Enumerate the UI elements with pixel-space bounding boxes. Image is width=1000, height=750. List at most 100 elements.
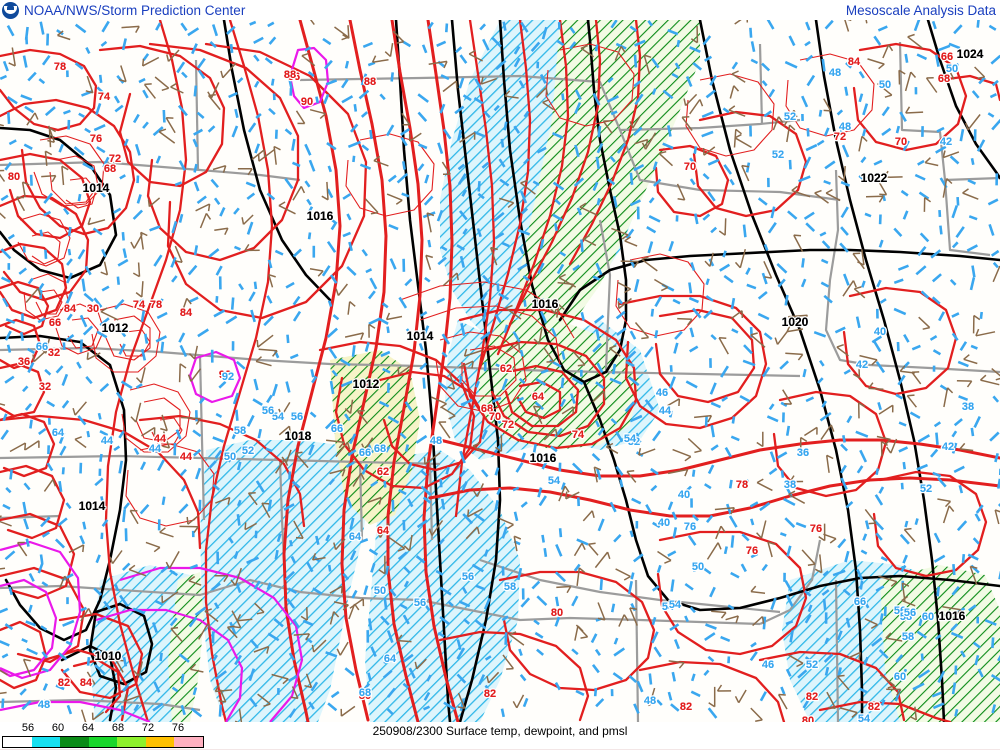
dewpoint-dash: [595, 156, 600, 170]
wind-barb: [290, 686, 299, 700]
dewpoint-contour-label: 54: [272, 411, 285, 423]
dewpoint-dash: [232, 392, 240, 405]
dewpoint-dash: [859, 449, 868, 463]
state-line-18: [759, 539, 822, 625]
dewpoint-dash: [979, 311, 983, 319]
dewpoint-dash: [590, 633, 598, 644]
page-footer: 56 60 64 68 72 76 250908/2300 Surface temp, d…: [0, 722, 1000, 750]
wind-barb: [180, 297, 192, 316]
wind-barb: [942, 177, 953, 198]
dewpoint-dash: [264, 57, 273, 65]
dewpoint-dash: [724, 446, 733, 458]
dewpoint-dash: [595, 328, 601, 341]
wind-barb: [641, 132, 657, 150]
dewpoint-dash: [931, 20, 937, 30]
dewpoint-dash: [719, 263, 731, 272]
map-canvas[interactable]: 1014101410161016101210121016101610201020…: [0, 20, 1000, 722]
dewpoint-dash: [745, 162, 751, 173]
wind-barb: [629, 115, 641, 129]
temperature-contour-label: 68: [938, 73, 950, 85]
dewpoint-dash: [441, 333, 451, 345]
temperature-contour-label: 32: [48, 347, 60, 359]
dewpoint-dash: [759, 502, 771, 512]
dewpoint-dash: [953, 418, 963, 427]
wind-barb: [174, 245, 183, 264]
dewpoint-dash: [228, 536, 234, 544]
dewpoint-dash: [858, 70, 865, 79]
wind-barb: [558, 273, 577, 288]
wind-barb: [376, 523, 389, 538]
wind-barb: [858, 135, 868, 152]
dewpoint-dash: [79, 339, 83, 353]
dewpoint-contour-label: 54: [624, 433, 637, 445]
wind-barb: [253, 645, 270, 654]
dewpoint-dash: [426, 674, 432, 682]
dewpoint-dash: [918, 191, 930, 200]
dewpoint-contour-label: 36: [797, 447, 809, 459]
dewpoint-dash: [292, 310, 302, 322]
dewpoint-dash: [759, 691, 767, 702]
dewpoint-dash: [519, 190, 528, 204]
dewpoint-dash: [423, 603, 431, 612]
dewpoint-dash: [276, 533, 282, 543]
dewpoint-dash: [939, 225, 943, 235]
dewpoint-dash: [705, 89, 717, 99]
dewpoint-dash: [917, 245, 927, 257]
dewpoint-dash: [729, 178, 735, 186]
dewpoint-dash: [208, 460, 217, 470]
dewpoint-dash: [477, 192, 485, 200]
dewpoint-dash: [997, 654, 1000, 662]
dewpoint-dash: [103, 600, 112, 610]
dewpoint-dash: [777, 278, 786, 288]
dewpoint-dash: [252, 398, 263, 407]
dewpoint-dash: [254, 143, 261, 154]
dewpoint-dash: [646, 225, 657, 234]
wind-barb: [836, 674, 850, 691]
dewpoint-dash: [667, 28, 679, 36]
dewpoint-dash: [112, 207, 122, 214]
dewpoint-contour-label: 68: [359, 687, 371, 699]
dewpoint-dash: [844, 86, 849, 96]
dewpoint-dash: [291, 138, 296, 151]
temperature-contour-label: 70: [489, 411, 501, 423]
mesoanalysis-map[interactable]: 1014 1014 1016 1016 1012 1012 1016 1016 1020 1020…: [0, 20, 1000, 722]
dewpoint-contour-label: 50: [224, 451, 236, 463]
dewpoint-dash: [138, 77, 146, 84]
dewpoint-dash: [61, 373, 69, 386]
wind-barb: [244, 243, 260, 252]
dewpoint-dash: [520, 21, 529, 33]
dewpoint-dash: [740, 479, 750, 486]
dewpoint-dash: [569, 393, 576, 404]
dewpoint-dash: [74, 62, 84, 70]
dewpoint-dash: [99, 430, 109, 437]
wind-barb: [273, 145, 281, 165]
temperature-contour-label: 64: [532, 391, 545, 403]
dewpoint-dash: [651, 88, 657, 95]
dewpoint-dash: [596, 362, 604, 374]
dewpoint-dash: [629, 199, 641, 207]
dewpoint-dash: [822, 598, 827, 611]
dewpoint-dash: [859, 687, 868, 694]
dewpoint-dash: [407, 498, 414, 508]
wind-barb: [41, 174, 57, 183]
wind-barb: [486, 671, 500, 684]
dewpoint-dash: [437, 142, 444, 155]
dewpoint-contour-label: 54: [669, 599, 682, 611]
dewpoint-dash: [27, 362, 35, 373]
dewpoint-dash: [745, 267, 751, 275]
dewpoint-dash: [422, 377, 426, 389]
dewpoint-dash: [384, 446, 391, 453]
dewpoint-dash: [551, 132, 564, 139]
dewpoint-dash: [840, 226, 849, 236]
dewpoint-dash: [876, 279, 882, 288]
dewpoint-dash: [235, 582, 242, 594]
dewpoint-dash: [893, 227, 903, 237]
dewpoint-contour-label: 48: [839, 121, 851, 133]
dewpoint-contour-label: 40: [678, 489, 690, 501]
dewpoint-dash: [662, 89, 674, 100]
wind-barb: [975, 328, 996, 337]
wind-barb: [321, 181, 329, 201]
wind-barb: [844, 20, 852, 32]
dewpoint-dash: [402, 161, 406, 170]
dewpoint-dash: [656, 699, 663, 706]
